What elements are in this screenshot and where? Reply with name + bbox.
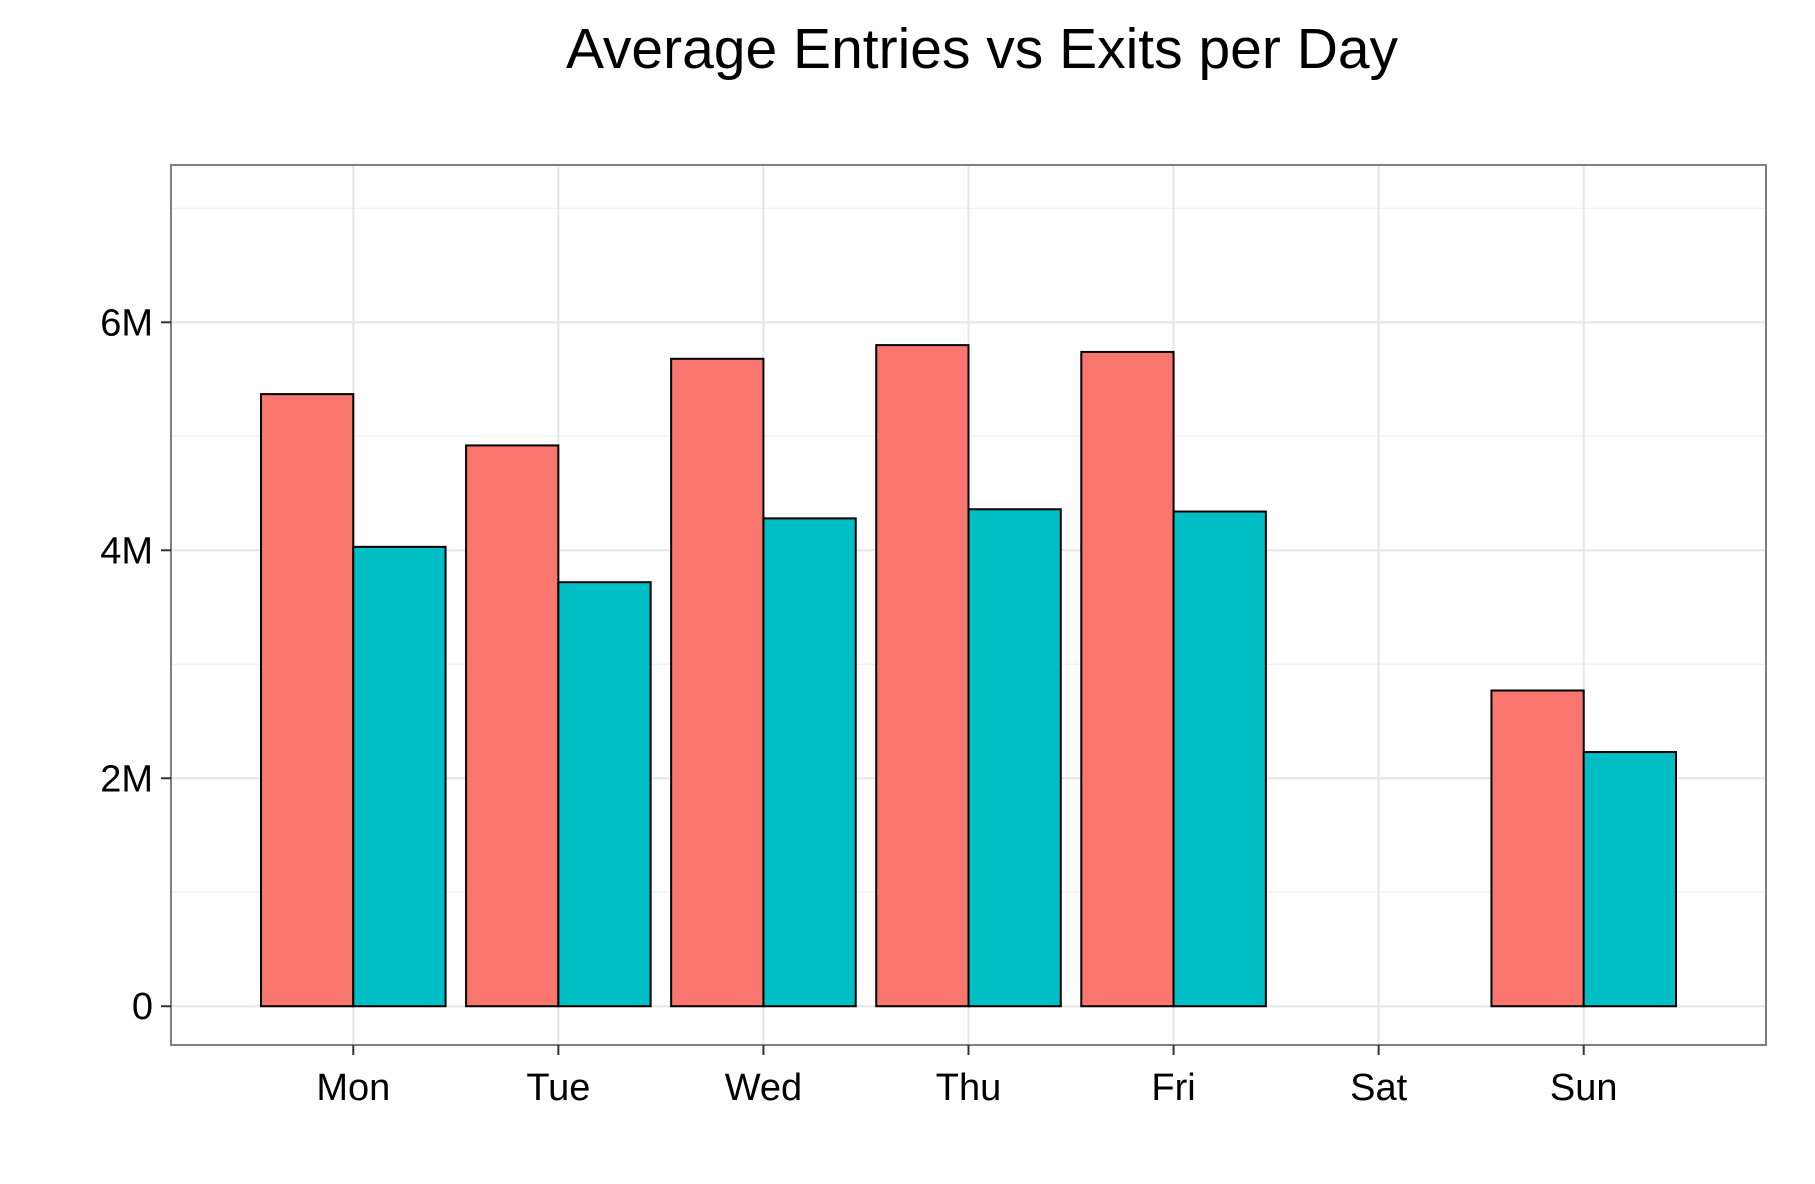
- bar-fri-series-2: [1172, 510, 1267, 1008]
- bar-sun-series-2: [1582, 751, 1677, 1008]
- chart-title: Average Entries vs Exits per Day: [566, 17, 1399, 81]
- y-tick-label: 0: [132, 986, 153, 1028]
- bar-mon-series-2: [352, 545, 447, 1008]
- bar-layer: [260, 344, 1677, 1008]
- bar-wed-series-2: [762, 517, 857, 1008]
- x-tick-label-thu: Thu: [936, 1067, 1001, 1109]
- bar-tue-series-1: [465, 444, 560, 1008]
- x-tick-label-fri: Fri: [1151, 1067, 1195, 1109]
- bar-tue-series-2: [557, 581, 652, 1008]
- bar-thu-series-2: [967, 508, 1062, 1008]
- x-tick-label-mon: Mon: [316, 1067, 390, 1109]
- bar-thu-series-1: [875, 344, 970, 1008]
- bar-fri-series-1: [1080, 350, 1175, 1008]
- y-tick-label: 4M: [100, 530, 153, 572]
- y-tick-label: 6M: [100, 302, 153, 344]
- x-tick-label-sat: Sat: [1350, 1067, 1407, 1109]
- bar-mon-series-1: [260, 393, 355, 1008]
- axis-layer: 0 2M 4M 6M Mon Tue Wed Thu Fri Sat Sun: [100, 302, 1617, 1109]
- x-tick-label-sun: Sun: [1550, 1067, 1618, 1109]
- x-tick-label-wed: Wed: [725, 1067, 802, 1109]
- bar-sun-series-1: [1490, 689, 1585, 1008]
- bar-wed-series-1: [670, 357, 765, 1008]
- y-tick-label: 2M: [100, 758, 153, 800]
- x-tick-label-tue: Tue: [526, 1067, 590, 1109]
